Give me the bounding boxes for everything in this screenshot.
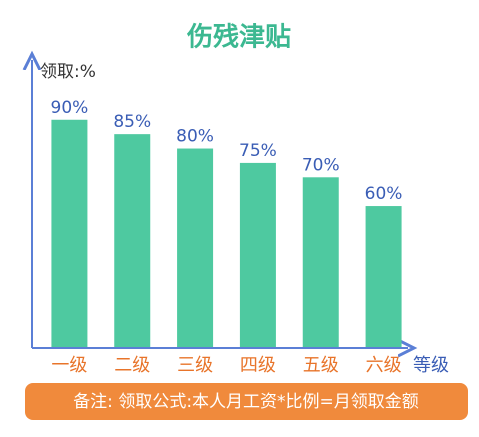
x-axis-label: 等级 — [413, 355, 449, 376]
x-tick-label: 五级 — [303, 355, 339, 376]
value-label: 80% — [176, 127, 214, 147]
bar — [239, 162, 276, 347]
note: 备注: 领取公式:本人月工资*比例=月领取金额 — [73, 392, 419, 412]
x-tick-label: 一级 — [51, 355, 87, 376]
x-tick-label: 二级 — [114, 355, 150, 376]
x-tick-label: 四级 — [240, 355, 276, 376]
note-box — [25, 383, 468, 420]
bar — [114, 134, 151, 347]
bar — [177, 148, 214, 347]
x-tick-label: 六级 — [366, 355, 402, 376]
bar — [365, 206, 402, 347]
bar — [302, 177, 339, 347]
y-axis-label: 领取:% — [40, 62, 96, 82]
bar — [51, 119, 88, 348]
value-label: 70% — [302, 155, 340, 175]
value-label: 85% — [113, 112, 151, 132]
chart-title: 伤残津贴 — [186, 23, 291, 53]
value-label: 90% — [51, 98, 89, 118]
value-label: 60% — [365, 184, 403, 204]
value-label: 75% — [239, 141, 277, 161]
x-tick-label: 三级 — [177, 355, 213, 376]
